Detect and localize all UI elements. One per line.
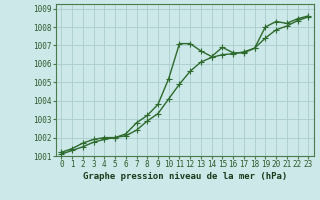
- X-axis label: Graphe pression niveau de la mer (hPa): Graphe pression niveau de la mer (hPa): [83, 172, 287, 181]
